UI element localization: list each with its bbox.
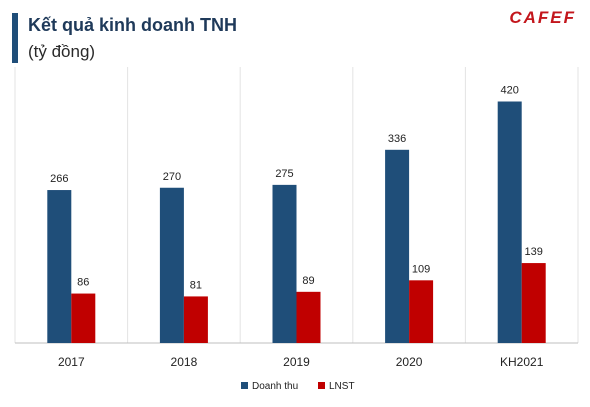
data-label-doanh-thu-2020: 336 xyxy=(388,133,406,145)
chart-title: Kết quả kinh doanh TNH xyxy=(28,15,237,35)
bar-lnst-2018 xyxy=(183,296,208,343)
bar-doanh-thu-kh2021 xyxy=(497,101,522,343)
data-label-doanh-thu-2017: 266 xyxy=(50,173,68,185)
x-tick-label: KH2021 xyxy=(500,355,544,369)
x-tick-label: 2019 xyxy=(283,355,310,369)
chart-subtitle: (tỷ đồng) xyxy=(28,42,96,61)
legend-swatch-lnst xyxy=(318,382,325,389)
bar-lnst-2020 xyxy=(409,280,434,343)
bar-doanh-thu-2017 xyxy=(47,190,72,343)
legend-label-lnst: LNST xyxy=(329,381,355,392)
data-label-lnst-2017: 86 xyxy=(77,277,89,289)
x-tick-label: 2018 xyxy=(171,355,198,369)
bar-lnst-2019 xyxy=(296,291,321,343)
data-label-doanh-thu-kh2021: 420 xyxy=(501,85,519,97)
bar-doanh-thu-2019 xyxy=(272,184,297,343)
bar-doanh-thu-2020 xyxy=(385,149,410,343)
data-label-doanh-thu-2019: 275 xyxy=(275,168,293,180)
data-label-lnst-2019: 89 xyxy=(302,275,314,287)
legend-swatch-doanh-thu xyxy=(241,382,248,389)
data-label-lnst-2020: 109 xyxy=(412,263,430,275)
legend-label-doanh-thu: Doanh thu xyxy=(252,381,298,392)
bar-lnst-kh2021 xyxy=(521,263,546,343)
data-label-doanh-thu-2018: 270 xyxy=(163,171,181,183)
bar-doanh-thu-2018 xyxy=(159,187,184,343)
x-tick-label: 2020 xyxy=(396,355,423,369)
title-accent-bar xyxy=(12,13,18,63)
x-tick-label: 2017 xyxy=(58,355,85,369)
data-label-lnst-2018: 81 xyxy=(190,279,202,291)
cafef-logo: CAFEF xyxy=(509,8,576,27)
bar-lnst-2017 xyxy=(71,293,96,343)
data-label-lnst-kh2021: 139 xyxy=(525,246,543,258)
